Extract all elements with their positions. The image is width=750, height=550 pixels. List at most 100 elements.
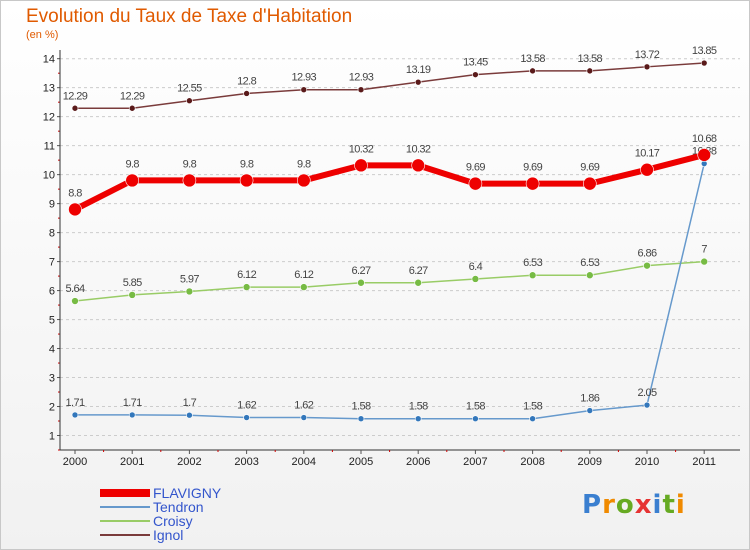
data-label-tendron: 2.05 bbox=[637, 387, 656, 399]
chart-subtitle: (en %) bbox=[26, 29, 59, 41]
legend-label-tendron: Tendron bbox=[153, 499, 204, 515]
data-point-flavigny bbox=[182, 173, 197, 188]
y-tick-label: 4 bbox=[49, 344, 55, 356]
data-label-flavigny: 9.8 bbox=[240, 158, 254, 170]
series-line-croisy bbox=[74, 260, 705, 302]
data-point-ignol bbox=[300, 86, 308, 94]
logo-letter: x bbox=[634, 490, 653, 520]
data-point-croisy bbox=[471, 275, 480, 283]
data-label-tendron: 1.86 bbox=[580, 393, 599, 405]
data-point-croisy bbox=[414, 278, 423, 287]
data-point-tendron bbox=[300, 414, 308, 421]
data-point-flavigny bbox=[697, 148, 712, 162]
data-label-flavigny: 9.8 bbox=[183, 158, 197, 170]
y-tick-label: 2 bbox=[49, 402, 55, 414]
x-tick-label: 2007 bbox=[463, 456, 487, 468]
data-point-ignol bbox=[243, 90, 250, 97]
data-point-croisy bbox=[700, 257, 709, 266]
data-label-tendron: 1.7 bbox=[183, 397, 197, 409]
y-tick-label: 1 bbox=[49, 431, 55, 443]
data-point-tendron bbox=[243, 414, 250, 421]
x-tick-label: 2009 bbox=[578, 456, 602, 468]
data-label-ignol: 12.29 bbox=[120, 90, 145, 102]
x-tick-label: 2000 bbox=[63, 456, 87, 468]
data-label-croisy: 6.27 bbox=[351, 265, 370, 277]
y-tick-label: 8 bbox=[49, 228, 55, 240]
y-tick-label: 9 bbox=[49, 199, 55, 211]
data-point-flavigny bbox=[582, 176, 597, 191]
data-point-ignol bbox=[186, 97, 193, 105]
data-label-croisy: 5.64 bbox=[65, 283, 84, 295]
data-label-croisy: 6.53 bbox=[580, 257, 599, 269]
data-point-flavigny bbox=[239, 173, 254, 188]
data-label-croisy: 6.86 bbox=[637, 248, 656, 260]
logo-letter: r bbox=[602, 490, 616, 520]
x-tick-label: 2001 bbox=[120, 456, 144, 468]
data-label-croisy: 6.12 bbox=[237, 269, 256, 281]
data-point-flavigny bbox=[68, 202, 82, 217]
data-point-ignol bbox=[357, 86, 365, 94]
data-label-ignol: 12.8 bbox=[237, 75, 256, 87]
data-point-tendron bbox=[414, 415, 422, 422]
data-point-tendron bbox=[357, 415, 365, 422]
data-label-ignol: 12.93 bbox=[349, 72, 374, 84]
data-label-ignol: 12.29 bbox=[63, 90, 88, 102]
y-tick-label: 13 bbox=[43, 83, 55, 95]
data-point-tendron bbox=[529, 415, 536, 422]
data-point-croisy bbox=[242, 283, 251, 291]
data-label-flavigny: 10.17 bbox=[635, 148, 660, 160]
data-label-flavigny: 9.8 bbox=[297, 158, 311, 170]
data-point-ignol bbox=[529, 67, 536, 75]
data-point-flavigny bbox=[125, 173, 139, 188]
data-label-flavigny: 10.32 bbox=[406, 143, 431, 155]
series-line-tendron bbox=[75, 163, 705, 420]
data-point-ignol bbox=[700, 59, 708, 67]
data-label-tendron: 1.71 bbox=[123, 397, 142, 409]
y-tick-label: 10 bbox=[43, 170, 55, 182]
data-label-tendron: 1.71 bbox=[65, 397, 84, 409]
data-point-croisy bbox=[185, 287, 194, 296]
data-label-tendron: 1.62 bbox=[237, 400, 256, 412]
data-label-croisy: 6.27 bbox=[409, 265, 428, 277]
logo-letter: t bbox=[662, 490, 676, 520]
data-label-flavigny: 9.8 bbox=[125, 158, 139, 170]
data-label-ignol: 13.58 bbox=[578, 53, 603, 65]
proxiti-logo: Proxiti bbox=[582, 490, 686, 520]
x-tick-label: 2006 bbox=[406, 456, 430, 468]
data-label-tendron: 1.62 bbox=[294, 400, 313, 412]
data-label-flavigny: 10.32 bbox=[349, 143, 374, 155]
legend-label-flavigny: FLAVIGNY bbox=[153, 485, 222, 501]
data-point-flavigny bbox=[640, 162, 654, 177]
y-tick-label: 7 bbox=[49, 257, 55, 269]
data-label-ignol: 13.72 bbox=[635, 49, 660, 61]
logo-letter: i bbox=[652, 490, 663, 520]
y-tick-label: 12 bbox=[43, 112, 55, 124]
data-label-flavigny: 9.69 bbox=[466, 162, 485, 174]
x-tick-label: 2010 bbox=[635, 456, 659, 468]
x-tick-label: 2011 bbox=[692, 456, 716, 468]
logo-letter: i bbox=[675, 490, 686, 520]
data-label-ignol: 12.55 bbox=[177, 83, 202, 95]
data-point-ignol bbox=[586, 67, 594, 75]
y-tick-label: 5 bbox=[49, 315, 55, 327]
data-label-croisy: 6.53 bbox=[523, 257, 542, 269]
data-label-croisy: 5.97 bbox=[180, 273, 199, 285]
series-line-flavigny bbox=[73, 152, 705, 213]
data-label-ignol: 13.45 bbox=[463, 57, 488, 69]
data-label-ignol: 12.93 bbox=[292, 72, 317, 84]
x-tick-label: 2005 bbox=[349, 456, 373, 468]
data-point-tendron bbox=[71, 411, 79, 419]
data-point-croisy bbox=[585, 271, 594, 280]
x-tick-label: 2003 bbox=[234, 456, 258, 468]
data-point-croisy bbox=[71, 297, 79, 305]
data-label-flavigny: 8.8 bbox=[68, 187, 82, 199]
y-tick-label: 11 bbox=[44, 141, 55, 153]
x-tick-label: 2002 bbox=[177, 456, 201, 468]
legend-label-croisy: Croisy bbox=[153, 513, 193, 529]
data-label-ignol: 13.85 bbox=[692, 45, 717, 57]
data-point-ignol bbox=[472, 71, 479, 78]
data-point-flavigny bbox=[354, 158, 368, 173]
data-point-tendron bbox=[186, 411, 193, 419]
y-tick-label: 3 bbox=[49, 373, 55, 385]
